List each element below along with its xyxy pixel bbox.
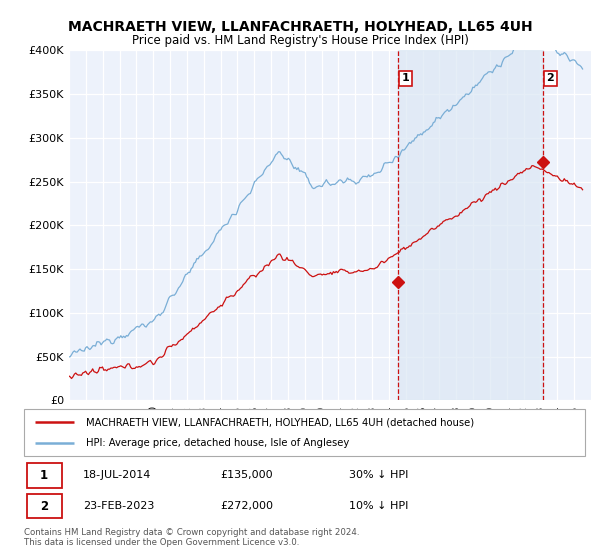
Text: HPI: Average price, detached house, Isle of Anglesey: HPI: Average price, detached house, Isle… <box>86 438 349 448</box>
Text: MACHRAETH VIEW, LLANFACHRAETH, HOLYHEAD, LL65 4UH: MACHRAETH VIEW, LLANFACHRAETH, HOLYHEAD,… <box>68 20 532 34</box>
Bar <box>398 50 543 400</box>
Text: £272,000: £272,000 <box>220 501 274 511</box>
Text: 1: 1 <box>401 73 409 83</box>
Text: 2: 2 <box>40 500 48 513</box>
Text: Price paid vs. HM Land Registry's House Price Index (HPI): Price paid vs. HM Land Registry's House … <box>131 34 469 46</box>
Text: MACHRAETH VIEW, LLANFACHRAETH, HOLYHEAD, LL65 4UH (detached house): MACHRAETH VIEW, LLANFACHRAETH, HOLYHEAD,… <box>86 417 474 427</box>
Text: 18-JUL-2014: 18-JUL-2014 <box>83 470 151 480</box>
Text: 30% ↓ HPI: 30% ↓ HPI <box>349 470 409 480</box>
Text: 10% ↓ HPI: 10% ↓ HPI <box>349 501 409 511</box>
FancyBboxPatch shape <box>27 494 62 519</box>
Text: Contains HM Land Registry data © Crown copyright and database right 2024.
This d: Contains HM Land Registry data © Crown c… <box>24 528 359 547</box>
Text: 23-FEB-2023: 23-FEB-2023 <box>83 501 154 511</box>
FancyBboxPatch shape <box>27 463 62 488</box>
Text: 2: 2 <box>547 73 554 83</box>
Text: 1: 1 <box>40 469 48 482</box>
Text: £135,000: £135,000 <box>220 470 273 480</box>
